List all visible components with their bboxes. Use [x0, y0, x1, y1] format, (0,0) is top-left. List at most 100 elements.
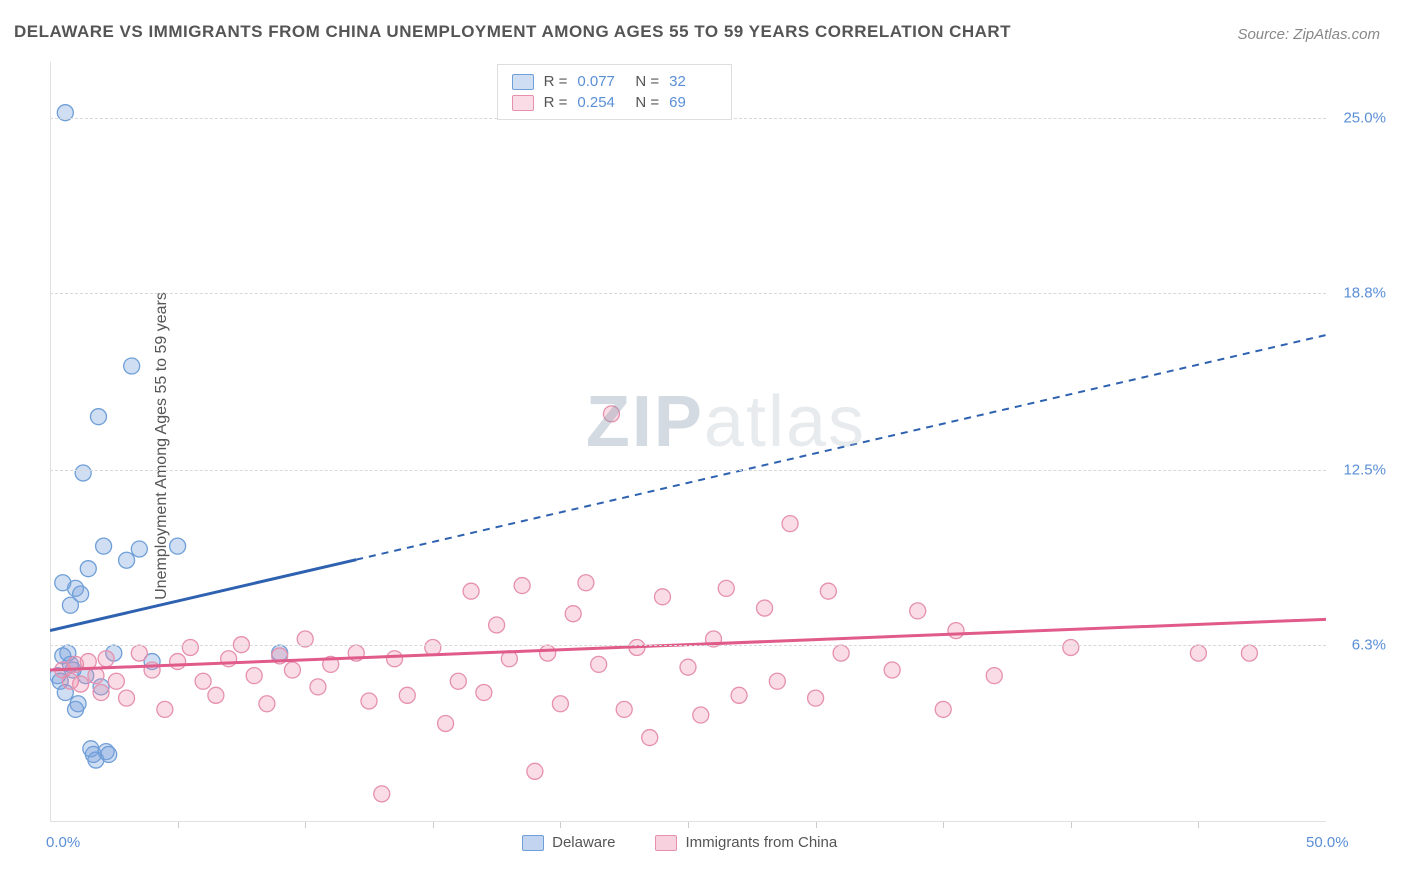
- scatter-point: [246, 668, 262, 684]
- scatter-point: [361, 693, 377, 709]
- scatter-point: [1190, 645, 1206, 661]
- scatter-point: [910, 603, 926, 619]
- scatter-point: [182, 639, 198, 655]
- legend-row: R = 0.077 N = 32: [512, 71, 718, 92]
- scatter-point: [757, 600, 773, 616]
- x-tick-mark: [560, 822, 561, 828]
- legend-label: Immigrants from China: [685, 834, 837, 851]
- scatter-point: [782, 516, 798, 532]
- x-tick-mark: [1198, 822, 1199, 828]
- scatter-point: [259, 696, 275, 712]
- scatter-point: [55, 575, 71, 591]
- legend-item: Immigrants from China: [655, 834, 837, 851]
- y-tick-label: 18.8%: [1343, 284, 1386, 301]
- scatter-point: [157, 701, 173, 717]
- correlation-legend: R = 0.077 N = 32 R = 0.254 N = 69: [497, 64, 733, 120]
- legend-n-label: N =: [635, 73, 659, 90]
- scatter-point: [552, 696, 568, 712]
- legend-n-label: N =: [635, 94, 659, 111]
- scatter-point: [387, 651, 403, 667]
- chart-container: DELAWARE VS IMMIGRANTS FROM CHINA UNEMPL…: [0, 0, 1406, 892]
- scatter-point: [399, 687, 415, 703]
- x-tick-mark: [305, 822, 306, 828]
- scatter-point: [80, 561, 96, 577]
- scatter-point: [68, 701, 84, 717]
- scatter-point: [75, 465, 91, 481]
- scatter-point: [119, 690, 135, 706]
- scatter-point: [1241, 645, 1257, 661]
- scatter-point: [948, 623, 964, 639]
- scatter-point: [489, 617, 505, 633]
- legend-r-label: R =: [544, 73, 568, 90]
- scatter-point: [170, 654, 186, 670]
- plot-area: ZIPatlas 6.3%12.5%18.8%25.0%: [50, 62, 1326, 822]
- x-tick-mark: [433, 822, 434, 828]
- scatter-point: [731, 687, 747, 703]
- y-tick-label: 6.3%: [1352, 636, 1386, 653]
- scatter-point: [101, 746, 117, 762]
- scatter-point: [310, 679, 326, 695]
- scatter-point: [463, 583, 479, 599]
- y-tick-label: 12.5%: [1343, 462, 1386, 479]
- scatter-point: [131, 541, 147, 557]
- legend-r-value: 0.254: [577, 94, 625, 111]
- legend-n-value: 32: [669, 73, 717, 90]
- legend-label: Delaware: [552, 834, 615, 851]
- legend-swatch: [512, 95, 534, 111]
- scatter-point: [769, 673, 785, 689]
- source-attribution: Source: ZipAtlas.com: [1237, 26, 1380, 43]
- scatter-point: [195, 673, 211, 689]
- x-tick-mark: [943, 822, 944, 828]
- chart-title: DELAWARE VS IMMIGRANTS FROM CHINA UNEMPL…: [14, 22, 1011, 42]
- scatter-point: [96, 538, 112, 554]
- legend-n-value: 69: [669, 94, 717, 111]
- scatter-point: [591, 656, 607, 672]
- grid-line: [50, 293, 1326, 294]
- scatter-point: [131, 645, 147, 661]
- scatter-point: [108, 673, 124, 689]
- x-tick-mark: [688, 822, 689, 828]
- legend-row: R = 0.254 N = 69: [512, 92, 718, 113]
- legend-swatch: [512, 74, 534, 90]
- scatter-point: [93, 685, 109, 701]
- scatter-point: [374, 786, 390, 802]
- trend-line-dashed: [356, 335, 1326, 560]
- scatter-point: [90, 409, 106, 425]
- scatter-point: [833, 645, 849, 661]
- x-axis-origin-label: 0.0%: [46, 834, 80, 851]
- scatter-point: [208, 687, 224, 703]
- scatter-point: [88, 668, 104, 684]
- scatter-point: [450, 673, 466, 689]
- scatter-point: [565, 606, 581, 622]
- scatter-point: [73, 676, 89, 692]
- scatter-point: [170, 538, 186, 554]
- scatter-point: [73, 586, 89, 602]
- scatter-point: [527, 763, 543, 779]
- scatter-point: [935, 701, 951, 717]
- grid-line: [50, 645, 1326, 646]
- scatter-point: [718, 580, 734, 596]
- scatter-point: [1063, 639, 1079, 655]
- legend-item: Delaware: [522, 834, 615, 851]
- grid-line: [50, 470, 1326, 471]
- scatter-point: [654, 589, 670, 605]
- x-tick-mark: [816, 822, 817, 828]
- series-legend: Delaware Immigrants from China: [522, 834, 837, 851]
- legend-r-value: 0.077: [577, 73, 625, 90]
- x-axis-end-label: 50.0%: [1306, 834, 1349, 851]
- scatter-point: [438, 715, 454, 731]
- scatter-point: [680, 659, 696, 675]
- scatter-point: [514, 578, 530, 594]
- scatter-point: [540, 645, 556, 661]
- scatter-point: [616, 701, 632, 717]
- x-tick-mark: [1071, 822, 1072, 828]
- scatter-point: [642, 730, 658, 746]
- legend-r-label: R =: [544, 94, 568, 111]
- scatter-point: [820, 583, 836, 599]
- scatter-point: [98, 651, 114, 667]
- scatter-point: [578, 575, 594, 591]
- scatter-point: [119, 552, 135, 568]
- scatter-point: [603, 406, 619, 422]
- scatter-point: [693, 707, 709, 723]
- scatter-point: [808, 690, 824, 706]
